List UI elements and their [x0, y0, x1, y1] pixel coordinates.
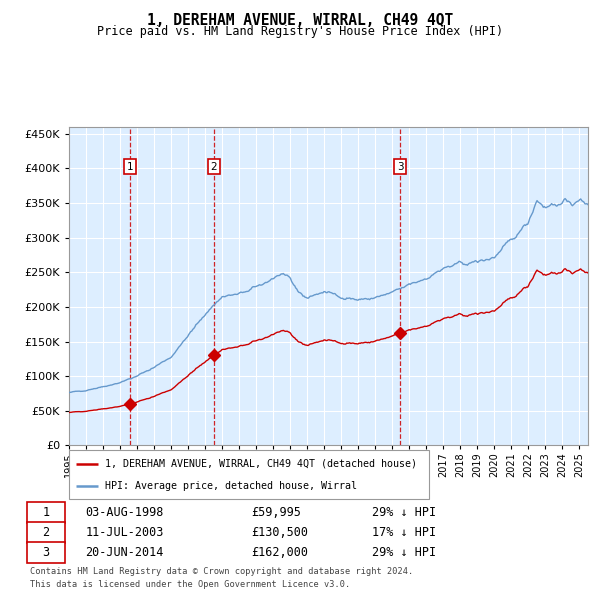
Text: 29% ↓ HPI: 29% ↓ HPI: [372, 506, 436, 519]
Text: 11-JUL-2003: 11-JUL-2003: [85, 526, 164, 539]
Text: 3: 3: [397, 162, 404, 172]
Text: 1: 1: [127, 162, 133, 172]
FancyBboxPatch shape: [27, 502, 65, 523]
Text: 2: 2: [43, 526, 50, 539]
FancyBboxPatch shape: [69, 450, 429, 499]
Text: 17% ↓ HPI: 17% ↓ HPI: [372, 526, 436, 539]
Text: 3: 3: [43, 546, 50, 559]
Text: 20-JUN-2014: 20-JUN-2014: [85, 546, 164, 559]
FancyBboxPatch shape: [27, 522, 65, 543]
FancyBboxPatch shape: [27, 542, 65, 563]
Text: 1, DEREHAM AVENUE, WIRRAL, CH49 4QT (detached house): 1, DEREHAM AVENUE, WIRRAL, CH49 4QT (det…: [105, 458, 417, 468]
Text: Contains HM Land Registry data © Crown copyright and database right 2024.: Contains HM Land Registry data © Crown c…: [30, 567, 413, 576]
Text: Price paid vs. HM Land Registry's House Price Index (HPI): Price paid vs. HM Land Registry's House …: [97, 25, 503, 38]
Text: 1, DEREHAM AVENUE, WIRRAL, CH49 4QT: 1, DEREHAM AVENUE, WIRRAL, CH49 4QT: [147, 13, 453, 28]
Text: 03-AUG-1998: 03-AUG-1998: [85, 506, 164, 519]
Text: 2: 2: [211, 162, 217, 172]
Text: £130,500: £130,500: [251, 526, 308, 539]
Text: £162,000: £162,000: [251, 546, 308, 559]
Text: 1: 1: [43, 506, 50, 519]
Text: This data is licensed under the Open Government Licence v3.0.: This data is licensed under the Open Gov…: [30, 580, 350, 589]
Text: HPI: Average price, detached house, Wirral: HPI: Average price, detached house, Wirr…: [105, 481, 357, 491]
Text: 29% ↓ HPI: 29% ↓ HPI: [372, 546, 436, 559]
Text: £59,995: £59,995: [251, 506, 301, 519]
